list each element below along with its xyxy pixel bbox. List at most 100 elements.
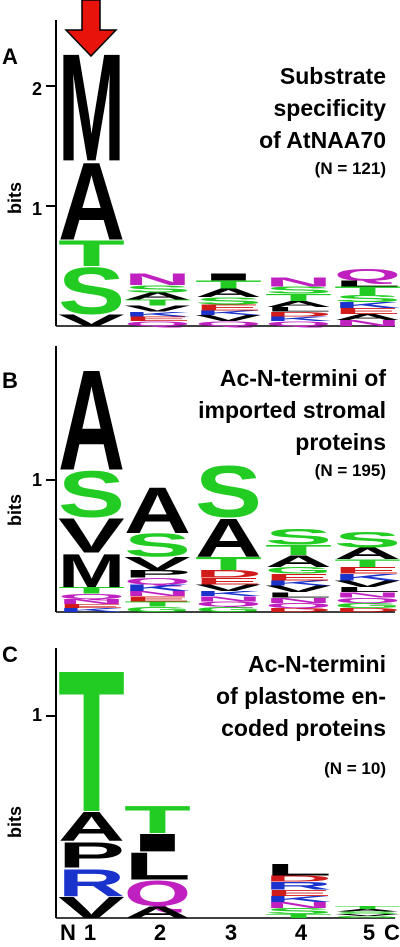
logo-letter: A (58, 340, 125, 500)
arrow-layer (64, 0, 118, 58)
logo-letter: V (58, 311, 125, 330)
logo-letter: T (334, 284, 400, 297)
caption-line: Ac-N-termini of (220, 365, 386, 391)
logo-letter: A (334, 909, 400, 913)
logo-letter: V (124, 553, 191, 573)
panel-a: A Substrate specificity of AtNAA70 (N = … (2, 20, 400, 330)
logo-letter: Q (195, 320, 262, 327)
logo-letter: A (195, 287, 262, 300)
logo-letter: G (265, 565, 332, 575)
logo-letter: R (265, 880, 332, 893)
logo-letter: E (124, 315, 191, 322)
logo-letter: S (124, 283, 191, 294)
y-axis-title: bits (5, 806, 25, 838)
logo-letter: S (124, 527, 191, 564)
caption-line: Substrate (280, 63, 386, 89)
logo-letter: V (334, 579, 400, 589)
logo-letter: L (265, 860, 332, 879)
position-label: 1 (84, 920, 96, 945)
logo-letter: V (58, 890, 125, 925)
logo-letter: T (195, 278, 262, 291)
count-label: (N = 195) (315, 461, 386, 480)
logo-letter: T (265, 913, 332, 919)
logo-letter: T (58, 585, 125, 595)
logo-letter: Q (124, 320, 191, 327)
y-tick-label: 1 (32, 470, 42, 490)
panel-c: C Ac-N-termini of plastome en- coded pro… (2, 629, 400, 924)
caption-line: of plastome en- (216, 683, 386, 709)
logo-letter: D (265, 874, 332, 883)
y-axis (46, 648, 395, 919)
panel-letter: A (2, 44, 18, 69)
logo-letter: E (124, 595, 191, 603)
caption-line: specificity (274, 95, 387, 121)
logo-letter: A (58, 140, 125, 263)
panel-b: B Ac-N-termini of imported stromal prote… (2, 340, 400, 613)
logo-letter: Q (334, 596, 400, 604)
logo-letter: P (124, 568, 191, 580)
y-tick-label: 1 (32, 705, 42, 725)
logo-letter: D (334, 607, 400, 613)
position-label: 4 (295, 920, 308, 945)
logo-letter: N (58, 597, 125, 605)
logo-letter: M (58, 21, 125, 193)
logo-letter: N (265, 596, 332, 604)
logo-letter: S (58, 255, 125, 329)
logo-letter: Q (334, 266, 400, 285)
logo-letter: L (334, 586, 400, 594)
count-label: (N = 121) (315, 159, 386, 178)
logo-letter: S (265, 906, 332, 915)
logo-letter: K (265, 579, 332, 587)
logo-letter: D (265, 607, 332, 613)
logo-letter: E (265, 888, 332, 897)
logo-letter: N (124, 270, 191, 289)
logo-letter: A (195, 508, 262, 569)
panel-letter: B (2, 368, 18, 393)
logo-letter: A (124, 474, 191, 548)
y-axis-title: bits (5, 182, 25, 214)
logo-letter: T (124, 798, 191, 842)
logo-letter: A (265, 299, 332, 308)
logo-letter: E (58, 603, 125, 609)
logo-letter: T (265, 542, 332, 558)
logo-letter: E (195, 576, 262, 586)
pointer-arrow-icon (64, 0, 118, 58)
logo-letter: K (334, 572, 400, 582)
logo-letter: A (58, 804, 125, 851)
logo-letter: R (58, 861, 125, 905)
c-terminus-label: C (384, 920, 400, 945)
logo-letter: A (265, 553, 332, 571)
caption-line: imported stromal (198, 397, 386, 423)
logo-letter: S (195, 295, 262, 306)
logo-columns: ASVMTQNEKASVPQKNETGSATDEVKNQGSTAGEKVLNQD… (58, 340, 400, 613)
logo-letter: K (265, 315, 332, 323)
logo-letter: T (58, 629, 125, 854)
logo-letter: T (124, 600, 191, 608)
logo-letter: G (195, 605, 262, 613)
y-axis (46, 20, 395, 327)
logo-letter: L (334, 279, 400, 288)
y-tick-label: 1 (32, 199, 42, 219)
logo-letter: K (124, 583, 191, 593)
logo-letter: I (195, 271, 262, 282)
logo-letter: N (334, 318, 400, 327)
logo-letter: T (195, 553, 262, 574)
logo-letter: N (265, 900, 332, 909)
logo-letter: G (334, 601, 400, 609)
logo-letter: K (124, 310, 191, 318)
logo-letter: V (58, 508, 125, 563)
logo-letter: K (195, 589, 262, 597)
logo-letter: K (58, 607, 125, 613)
y-axis (46, 346, 395, 613)
logo-letter: N (195, 595, 262, 603)
logo-letter: Q (58, 592, 125, 600)
logo-letter: Q (265, 601, 332, 609)
y-tick-label: 2 (32, 79, 42, 99)
caption-line: proteins (295, 429, 386, 455)
logo-letter: T (334, 905, 400, 910)
caption-line: of AtNAA70 (259, 127, 386, 153)
logo-letter: A (334, 545, 400, 563)
